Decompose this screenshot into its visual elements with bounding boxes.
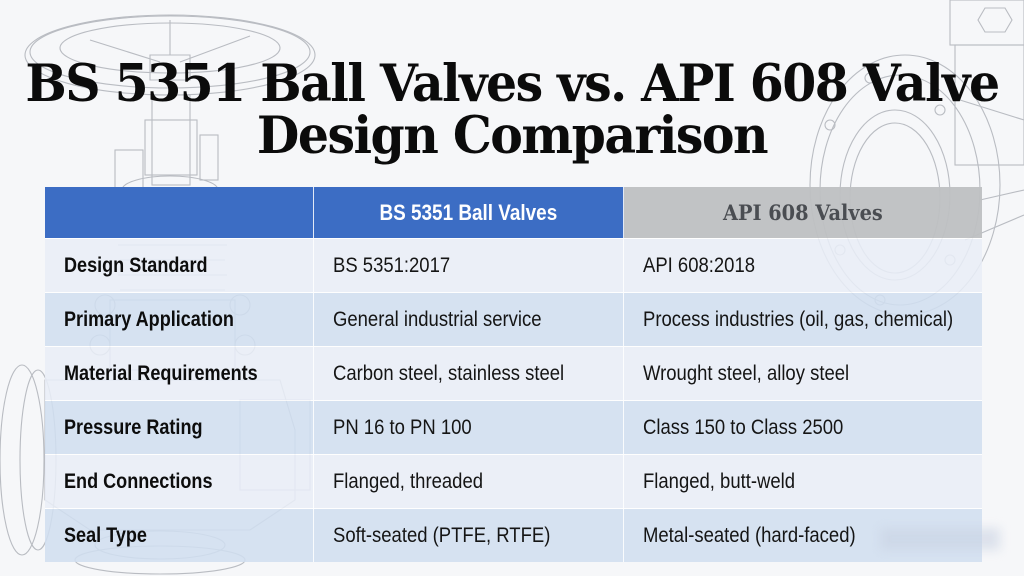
bs5351-value: Soft-seated (PTFE, RTFE) [333,523,551,547]
bs5351-value: Carbon steel, stainless steel [333,361,565,385]
api608-value-cell: Class 150 to Class 2500 [624,401,982,454]
blurred-watermark [880,528,1000,550]
api608-value: Wrought steel, alloy steel [643,361,850,385]
row-label-cell: Design Standard [45,239,314,292]
bs5351-value-cell: BS 5351:2017 [314,239,624,292]
row-label: Material Requirements [64,361,258,385]
api608-value-cell: API 608:2018 [624,239,982,292]
row-label-cell: Material Requirements [45,347,314,400]
api608-value: Process industries (oil, gas, chemical) [643,307,954,331]
row-label: Pressure Rating [64,415,203,439]
api608-value: Class 150 to Class 2500 [643,415,844,439]
row-label: End Connections [64,469,213,493]
table-header-row: BS 5351 Ball Valves API 608 Valves [45,187,982,238]
bs5351-value: General industrial service [333,307,542,331]
header-cell-bs5351: BS 5351 Ball Valves [314,187,624,238]
api608-value: Metal-seated (hard-faced) [643,523,856,547]
table-row: Primary Application General industrial s… [45,292,982,346]
api608-value-cell: Process industries (oil, gas, chemical) [624,293,982,346]
row-label: Primary Application [64,307,234,331]
bs5351-value-cell: PN 16 to PN 100 [314,401,624,454]
bs5351-value: Flanged, threaded [333,469,484,493]
api608-value: Flanged, butt-weld [643,469,796,493]
bs5351-value-cell: Flanged, threaded [314,455,624,508]
row-label-cell: End Connections [45,455,314,508]
table-row: Material Requirements Carbon steel, stai… [45,346,982,400]
row-label-cell: Primary Application [45,293,314,346]
header-bs5351-label: BS 5351 Ball Valves [379,199,558,225]
table-row: Design Standard BS 5351:2017 API 608:201… [45,238,982,292]
header-cell-empty [45,187,314,238]
table-row: End Connections Flanged, threaded Flange… [45,454,982,508]
row-label: Seal Type [64,523,147,547]
api608-value: API 608:2018 [643,253,756,277]
row-label-cell: Seal Type [45,509,314,562]
page-title: BS 5351 Ball Valves vs. API 608 Valve De… [0,58,1024,162]
bs5351-value: BS 5351:2017 [333,253,451,277]
header-api608-label: API 608 Valves [723,200,883,225]
api608-value-cell: Flanged, butt-weld [624,455,982,508]
row-label-cell: Pressure Rating [45,401,314,454]
table-row: Pressure Rating PN 16 to PN 100 Class 15… [45,400,982,454]
bs5351-value-cell: General industrial service [314,293,624,346]
comparison-table: BS 5351 Ball Valves API 608 Valves Desig… [45,187,982,562]
api608-value-cell: Wrought steel, alloy steel [624,347,982,400]
row-label: Design Standard [64,253,208,277]
bs5351-value: PN 16 to PN 100 [333,415,472,439]
bs5351-value-cell: Soft-seated (PTFE, RTFE) [314,509,624,562]
bs5351-value-cell: Carbon steel, stainless steel [314,347,624,400]
header-cell-api608: API 608 Valves [624,187,982,238]
table-row: Seal Type Soft-seated (PTFE, RTFE) Metal… [45,508,982,562]
title-line-2: Design Comparison [256,106,769,166]
title-line-1: BS 5351 Ball Valves vs. API 608 Valve [25,54,1000,114]
